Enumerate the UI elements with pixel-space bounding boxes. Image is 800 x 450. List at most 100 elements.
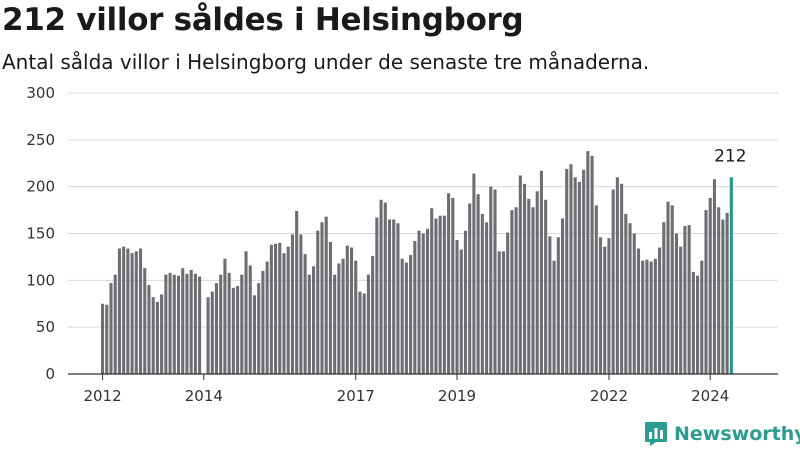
bar [409,255,413,374]
bar [628,223,632,374]
bar [725,212,729,374]
bar [223,258,227,374]
bar [514,207,518,374]
bar [345,245,349,374]
highlight-value-label: 212 [714,146,746,166]
bar [219,274,223,374]
x-tick-label: 2012 [83,387,121,405]
bar [126,248,130,374]
bar [400,258,404,374]
bar [362,293,366,374]
bar [261,270,265,374]
bar [198,276,202,374]
bar [468,203,472,374]
bar [278,242,282,374]
bar [539,170,543,374]
bar [649,261,653,374]
bar [248,265,252,374]
bar [105,304,109,374]
bar [240,274,244,374]
bar [674,233,679,374]
brand-name: Newsworthy [674,423,800,445]
bar [594,205,598,374]
bar [176,275,181,374]
bar [206,297,210,374]
bar [244,251,248,374]
bar [387,219,392,374]
bar [286,246,290,374]
bar [691,271,695,374]
bar [463,230,468,374]
bar [679,246,683,374]
bar [544,199,548,374]
bar [683,226,687,374]
bar [708,197,712,374]
bar [717,207,721,374]
bar [290,234,294,374]
bar [700,260,704,374]
x-tick-label: 2017 [337,387,375,405]
bar [417,230,421,374]
bar [645,259,649,374]
bar [312,266,316,374]
bar [696,275,700,374]
bar [274,243,278,374]
bar [712,179,716,374]
bar [573,177,577,374]
bar [523,183,527,374]
bar [396,223,400,374]
bar [214,283,219,374]
bar [143,268,147,374]
bar [185,273,189,374]
bar [160,294,164,374]
bar [721,219,725,374]
bar [257,283,261,374]
axes: 0 50 100 150 200 250 300 2012 2014 2017 2019 2022 20… [26,84,778,405]
bar [147,285,151,374]
y-tick-label: 250 [26,131,55,149]
bar [155,301,159,374]
bar [598,237,603,374]
bar [658,247,662,374]
bar [653,258,657,374]
bar [151,297,155,374]
y-tick-label: 150 [26,225,55,243]
bar [620,183,624,374]
bar [704,210,708,374]
bar [510,210,514,374]
bar [586,151,590,374]
bar [662,222,666,374]
bar [328,241,332,374]
bar [641,260,645,374]
bar [455,240,459,374]
bar [425,228,430,374]
bar [447,193,451,374]
bar [560,218,565,374]
bar [493,189,497,374]
bar [282,253,286,374]
bar [535,191,539,374]
bar [666,201,670,374]
bar [569,164,573,374]
chart-subtitle: Antal sålda villor i Helsingborg under d… [2,50,650,74]
bar [193,273,197,374]
bar [383,202,387,374]
bar [181,268,185,374]
bar [577,181,581,374]
bar [358,291,362,374]
bar [611,189,615,374]
x-tick-label: 2024 [691,387,729,405]
bar [303,254,307,374]
bar [101,303,105,374]
y-tick-label: 0 [45,365,55,383]
bar [459,249,463,374]
bar [324,216,328,374]
bar [349,247,354,374]
y-tick-label: 50 [36,318,55,336]
bar [379,199,383,374]
bar [189,270,193,374]
bar [624,213,628,374]
bar [687,225,691,374]
newsworthy-logo-icon [645,422,667,446]
bar [476,194,480,374]
